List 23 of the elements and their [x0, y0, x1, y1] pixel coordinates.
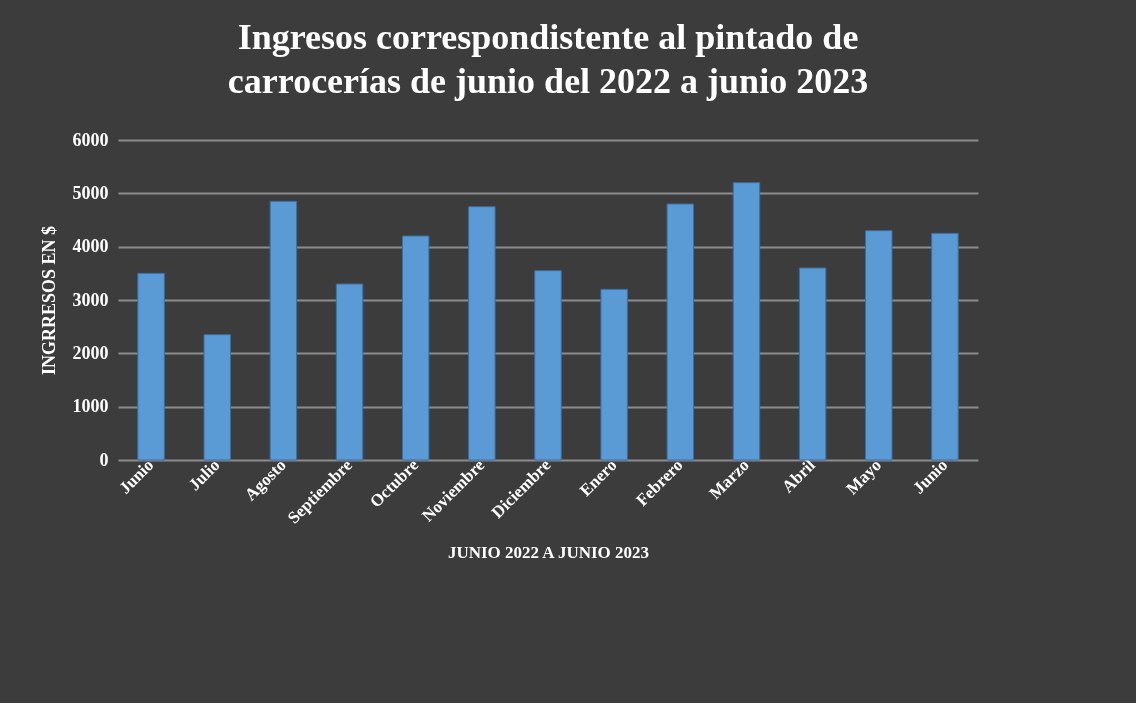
bar: [865, 230, 893, 461]
y-tick-label: 0: [99, 449, 109, 470]
y-tick-label: 1000: [72, 396, 109, 417]
bar: [732, 182, 761, 461]
y-tick-label: 6000: [72, 129, 109, 150]
y-tick-label: 5000: [72, 182, 109, 203]
y-tick-label: 4000: [72, 236, 109, 257]
bar: [600, 288, 628, 461]
bar: [666, 203, 695, 461]
x-axis-title: JUNIO 2022 A JUNIO 2023: [447, 542, 650, 562]
bar: [468, 206, 496, 461]
bar: [269, 200, 298, 461]
bar: [798, 267, 827, 461]
y-tick-label: 3000: [72, 289, 109, 310]
bar: [931, 232, 959, 461]
y-axis-title: INGRRESOS EN $: [38, 225, 59, 376]
y-tick-label: 2000: [72, 342, 109, 363]
bar: [203, 334, 231, 461]
bar: [137, 272, 165, 461]
chart-title: Ingresos correspondistente al pintado de carrocerías de junio del 2022 a junio 2023: [227, 17, 869, 101]
bar: [534, 270, 562, 461]
bar: [335, 283, 364, 461]
bar: [401, 235, 430, 461]
